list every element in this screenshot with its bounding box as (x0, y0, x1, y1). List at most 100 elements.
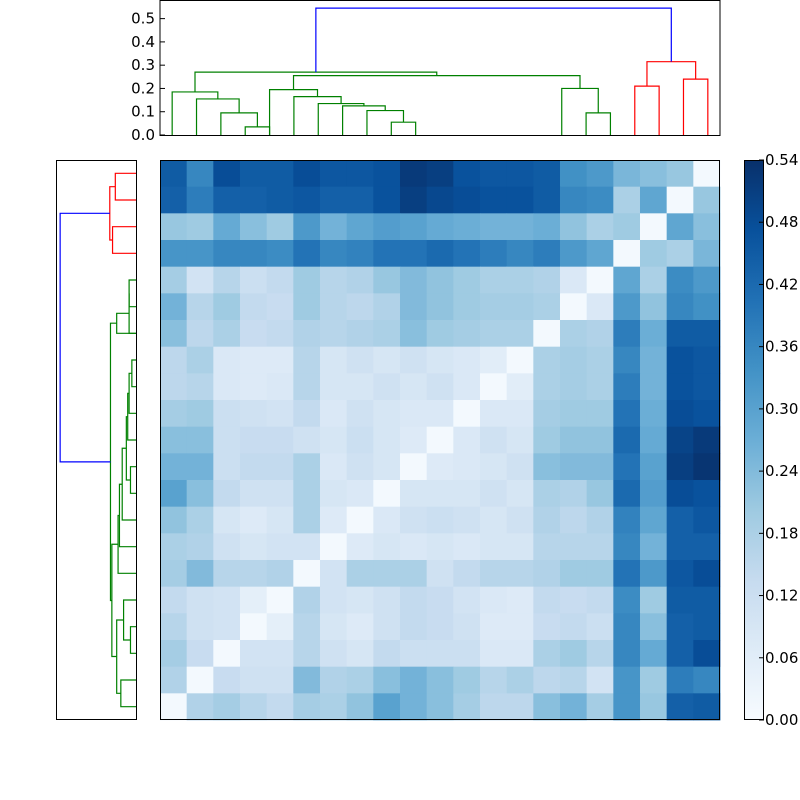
heatmap-cell (533, 320, 561, 348)
heatmap-cell (666, 666, 694, 694)
heatmap-cell (293, 320, 321, 348)
heatmap-cell (240, 480, 268, 508)
heatmap-cell (240, 186, 268, 214)
heatmap-cell (480, 160, 508, 188)
heatmap-cell (426, 266, 454, 294)
colorbar-tick-label: 0.48 (765, 213, 798, 231)
heatmap-cell (453, 533, 481, 561)
heatmap-cell (453, 453, 481, 481)
heatmap-cell (186, 346, 214, 374)
heatmap-cell (373, 613, 401, 641)
heatmap-cell (666, 560, 694, 588)
heatmap-cell (586, 186, 614, 214)
heatmap-cell (426, 640, 454, 668)
heatmap-cell (346, 480, 374, 508)
heatmap-cell (373, 213, 401, 241)
heatmap-cell (240, 160, 268, 188)
heatmap-cell (400, 693, 428, 721)
heatmap-cell (213, 186, 241, 214)
heatmap-cell (560, 213, 588, 241)
heatmap-cell (506, 160, 534, 188)
heatmap-cell (586, 533, 614, 561)
colorbar: 0.00 0.06 0.12 0.18 0.24 0.30 0.36 0.42 0.48 0.54 (744, 151, 798, 729)
heatmap-cell (186, 400, 214, 428)
heatmap-cell (293, 693, 321, 721)
heatmap-cell (693, 373, 721, 401)
top-dendrogram-links (171, 7, 709, 135)
heatmap-cell (373, 160, 401, 188)
heatmap-cell (160, 586, 188, 614)
heatmap-cell (613, 373, 641, 401)
heatmap-cell (213, 293, 241, 321)
heatmap-cell (213, 480, 241, 508)
heatmap-cell (160, 480, 188, 508)
heatmap-cell (480, 400, 508, 428)
heatmap-cell (213, 693, 241, 721)
heatmap-cell (453, 613, 481, 641)
heatmap-cell (320, 613, 348, 641)
top-dendrogram-tick-label: 0.1 (131, 103, 155, 121)
heatmap-cell (453, 693, 481, 721)
heatmap-cell (240, 346, 268, 374)
heatmap-cell (320, 586, 348, 614)
colorbar-tick-label: 0.06 (765, 649, 798, 667)
left-dendrogram (56, 160, 137, 720)
heatmap-cell (240, 533, 268, 561)
heatmap-cell (506, 346, 534, 374)
heatmap-cell (666, 320, 694, 348)
heatmap-cell (426, 346, 454, 374)
heatmap-cell (160, 186, 188, 214)
heatmap-cells (160, 160, 721, 721)
heatmap-frame (160, 160, 720, 720)
heatmap-cell (400, 453, 428, 481)
heatmap-cell (266, 533, 294, 561)
heatmap-cell (666, 613, 694, 641)
heatmap-cell (586, 400, 614, 428)
heatmap-cell (426, 693, 454, 721)
heatmap-cell (613, 320, 641, 348)
heatmap-cell (666, 586, 694, 614)
heatmap-cell (666, 426, 694, 454)
heatmap-cell (560, 160, 588, 188)
heatmap-cell (186, 533, 214, 561)
heatmap-cell (613, 240, 641, 268)
heatmap-cell (453, 293, 481, 321)
heatmap-cell (400, 320, 428, 348)
heatmap-cell (373, 666, 401, 694)
heatmap-cell (160, 640, 188, 668)
heatmap-cell (240, 266, 268, 294)
heatmap-cell (426, 400, 454, 428)
heatmap-cell (160, 666, 188, 694)
heatmap-cell (240, 613, 268, 641)
heatmap-cell (693, 346, 721, 374)
heatmap-cell (453, 506, 481, 534)
heatmap-cell (400, 560, 428, 588)
heatmap-cell (560, 346, 588, 374)
heatmap-cell (586, 613, 614, 641)
heatmap-cell (266, 613, 294, 641)
heatmap-cell (186, 693, 214, 721)
heatmap-cell (426, 480, 454, 508)
heatmap-cell (346, 693, 374, 721)
heatmap-cell (426, 373, 454, 401)
heatmap-cell (666, 293, 694, 321)
heatmap-cell (186, 426, 214, 454)
heatmap-cell (613, 213, 641, 241)
heatmap-cell (346, 666, 374, 694)
heatmap-cell (613, 266, 641, 294)
heatmap-cell (533, 613, 561, 641)
heatmap-cell (613, 453, 641, 481)
heatmap-cell (293, 400, 321, 428)
heatmap-cell (533, 426, 561, 454)
left-dendrogram-link (59, 212, 111, 463)
heatmap-cell (426, 533, 454, 561)
heatmap-cell (533, 346, 561, 374)
heatmap-cell (533, 160, 561, 188)
heatmap-cell (453, 346, 481, 374)
heatmap-cell (160, 213, 188, 241)
top-dendrogram-tick-label: 0.2 (131, 79, 155, 97)
heatmap-cell (346, 586, 374, 614)
top-dendrogram-link (315, 7, 672, 73)
heatmap-cell (666, 453, 694, 481)
heatmap-cell (240, 666, 268, 694)
